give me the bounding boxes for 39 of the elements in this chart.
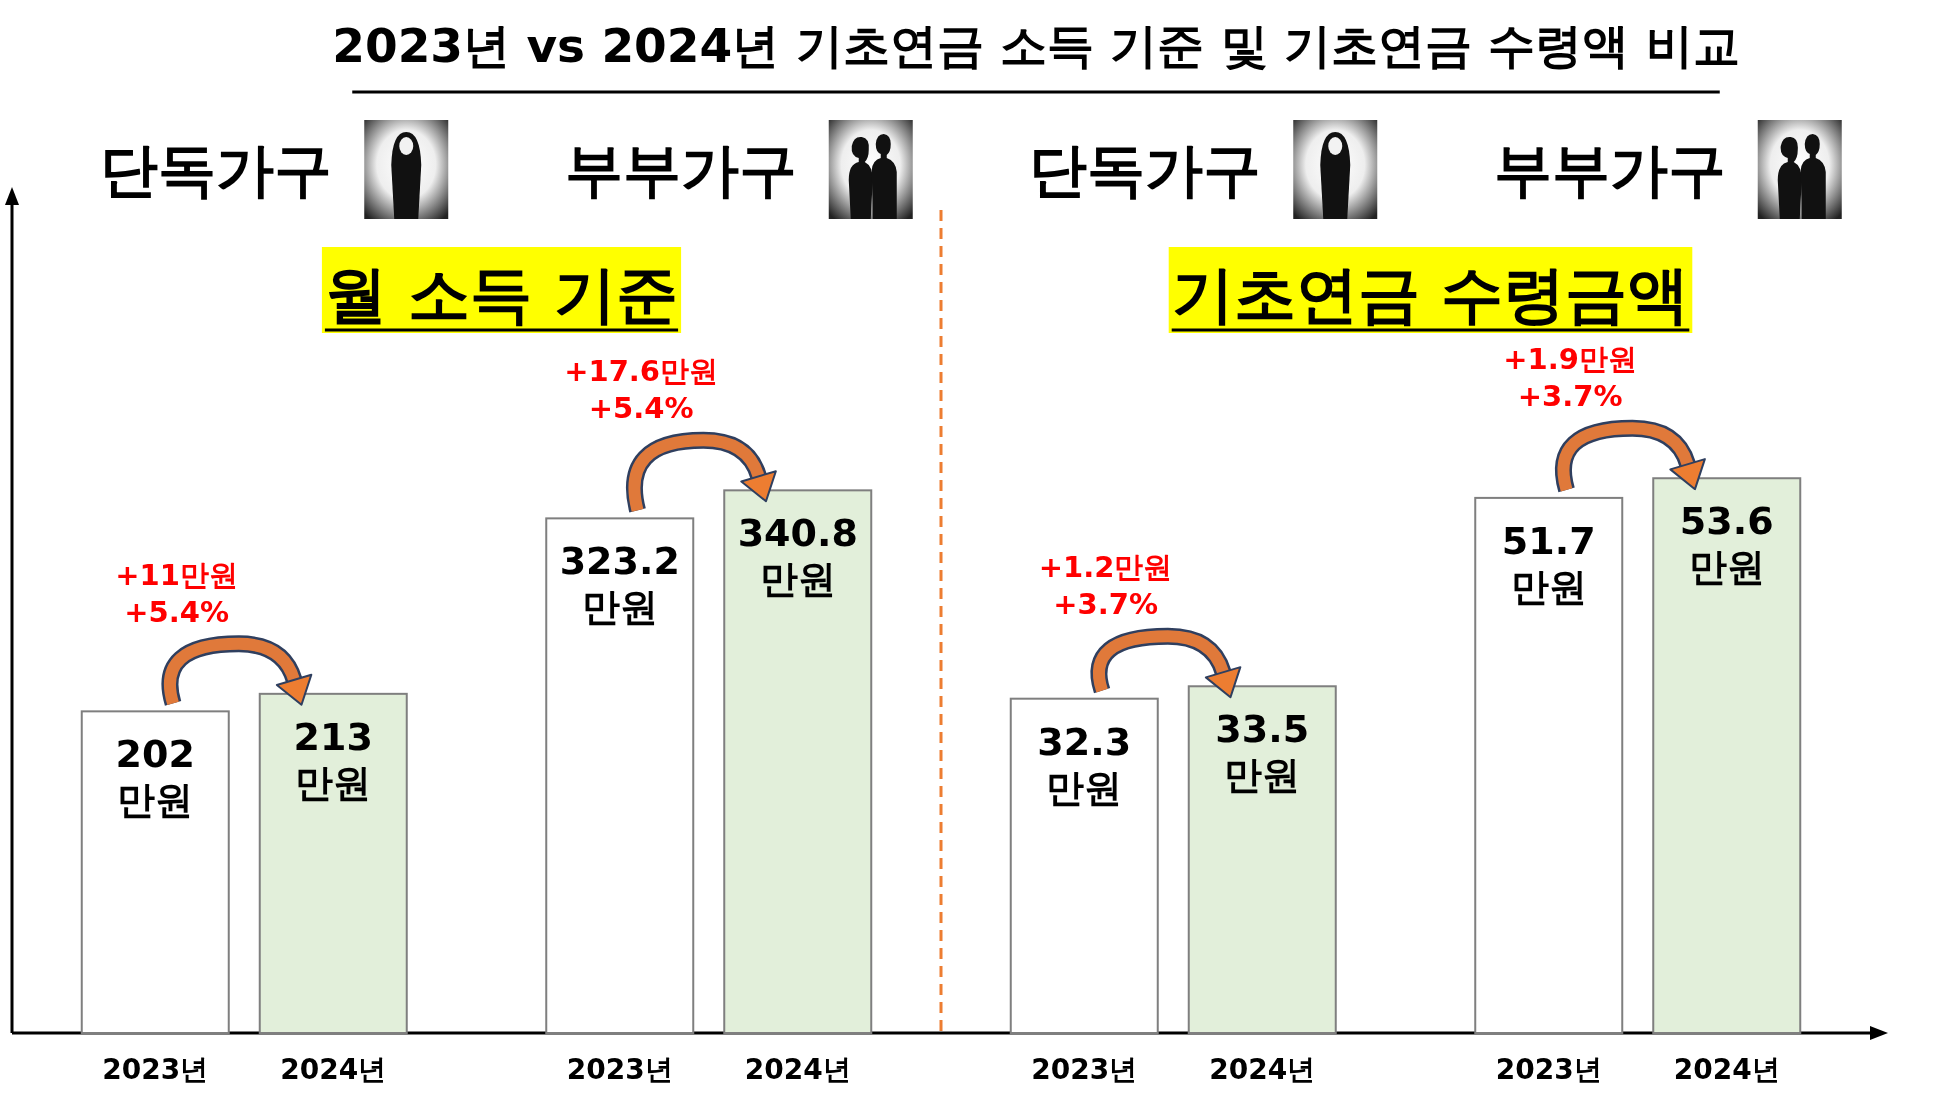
data-label: 51.7 만원 bbox=[1501, 518, 1596, 609]
series-label: 2024년 bbox=[280, 1053, 387, 1086]
data-label: 340.8 만원 bbox=[737, 511, 858, 602]
data-label: 202 만원 bbox=[115, 732, 195, 823]
text: 2023년 bbox=[1495, 1053, 1602, 1086]
annotation: +3.7% bbox=[1517, 379, 1623, 414]
text: 2024년 bbox=[744, 1053, 851, 1086]
data-label: 33.5 만원 bbox=[1215, 707, 1310, 798]
bar bbox=[1652, 477, 1802, 1034]
annotation: +5.4% bbox=[124, 594, 229, 629]
annotation: +1.2만원 bbox=[1038, 550, 1173, 585]
annotation: +1.9만원 bbox=[1503, 342, 1637, 377]
data-label: 53.6 만원 bbox=[1679, 499, 1774, 590]
bar bbox=[545, 517, 695, 1034]
bar bbox=[1009, 697, 1159, 1034]
series-label: 2024년 bbox=[1209, 1053, 1316, 1086]
bar bbox=[1187, 685, 1337, 1034]
data-label: 213 만원 bbox=[293, 714, 373, 805]
series-label: 2023년 bbox=[102, 1053, 209, 1086]
x-tick-label: 부부가구 bbox=[564, 136, 797, 204]
x-tick-label: 단독가구 bbox=[100, 136, 333, 204]
text: 2023년 bbox=[566, 1053, 673, 1086]
annotation: +5.4% bbox=[588, 391, 694, 426]
text: 2024년 bbox=[1673, 1053, 1780, 1086]
x-tick-label: 단독가구 bbox=[1029, 136, 1262, 204]
data-label: 323.2 만원 bbox=[559, 539, 680, 630]
text: 월 소득 기준 bbox=[324, 258, 679, 331]
x-tick-label: 부부가구 bbox=[1493, 136, 1726, 204]
bar bbox=[1474, 496, 1624, 1034]
bar bbox=[258, 692, 408, 1034]
series-label: 2023년 bbox=[1031, 1053, 1138, 1086]
bar bbox=[80, 710, 230, 1034]
annotation: +17.6만원 bbox=[564, 354, 719, 389]
annotation: +3.7% bbox=[1053, 587, 1158, 622]
text: 기초연금 수령금액 bbox=[1171, 258, 1690, 331]
annotation: +11만원 bbox=[115, 557, 238, 592]
text: 2023년 vs 2024년 기초연금 소득 기준 및 기초연금 수령액 비교 bbox=[332, 18, 1740, 73]
bar bbox=[723, 489, 873, 1034]
data-label: 32.3 만원 bbox=[1037, 719, 1132, 810]
